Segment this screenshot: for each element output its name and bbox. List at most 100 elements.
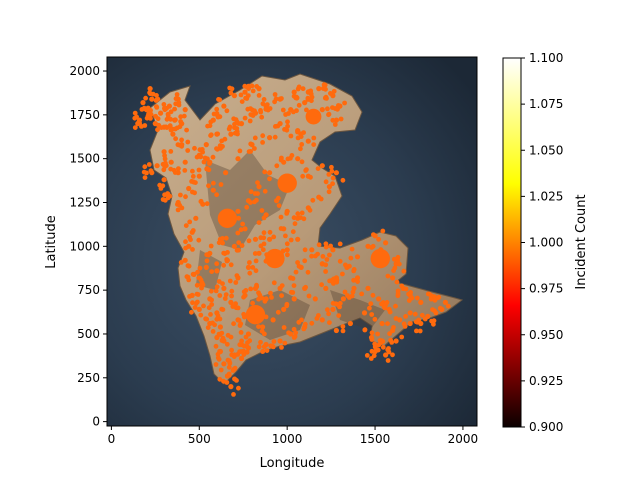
incident-point	[351, 277, 356, 283]
incident-point	[281, 325, 287, 330]
incident-point	[249, 83, 255, 89]
incident-point	[369, 312, 375, 317]
incident-point	[154, 93, 159, 98]
incident-point	[343, 262, 348, 268]
incident-point	[147, 86, 153, 92]
incident-point	[267, 236, 273, 242]
incident-point	[179, 137, 185, 143]
incident-point	[296, 263, 302, 269]
incident-point	[239, 338, 245, 344]
x-axis-ticks: 0 500 1000 1500 2000	[108, 426, 478, 446]
incident-point	[272, 92, 278, 97]
incident-point	[330, 306, 336, 312]
incident-point	[234, 126, 240, 131]
incident-point	[268, 343, 274, 349]
incident-point	[220, 335, 226, 341]
incident-point	[295, 236, 301, 242]
incident-point	[326, 172, 332, 177]
incident-point	[331, 88, 337, 94]
incident-point	[274, 163, 280, 169]
incident-point	[167, 193, 173, 199]
incident-point	[304, 167, 309, 173]
incident-point	[261, 235, 267, 241]
incident-point	[196, 306, 202, 312]
incident-point	[236, 317, 242, 323]
incident-point	[387, 331, 392, 337]
incident-point	[225, 250, 230, 255]
incident-point	[349, 246, 355, 252]
incident-point	[265, 107, 271, 113]
incident-point	[164, 116, 170, 122]
incident-point	[311, 142, 317, 148]
incident-point	[183, 239, 188, 245]
incident-cluster	[245, 305, 266, 325]
incident-point	[285, 119, 290, 125]
incident-point	[231, 392, 236, 397]
incident-point	[307, 207, 313, 213]
incident-point	[380, 228, 386, 234]
incident-point	[215, 131, 221, 137]
incident-point	[303, 284, 308, 290]
incident-point	[149, 96, 155, 102]
incident-point	[323, 244, 329, 250]
incident-point	[253, 268, 259, 274]
incident-point	[396, 261, 402, 267]
incident-point	[362, 327, 368, 333]
incident-point	[182, 257, 188, 263]
incident-point	[264, 102, 270, 107]
incident-point	[397, 317, 403, 323]
incident-point	[183, 223, 189, 229]
incident-point	[237, 148, 243, 154]
incident-point	[326, 311, 331, 317]
incident-point	[275, 195, 281, 201]
incident-point	[385, 321, 390, 326]
incident-point	[148, 116, 153, 121]
incident-point	[284, 241, 290, 247]
incident-point	[214, 316, 220, 322]
y-tick-label: 0	[92, 415, 100, 429]
incident-point	[248, 189, 254, 195]
incident-point	[273, 96, 279, 102]
incident-point	[229, 86, 235, 92]
incident-point	[242, 226, 248, 232]
incident-point	[295, 260, 300, 265]
incident-point	[204, 252, 210, 258]
incident-point	[158, 186, 164, 191]
incident-point	[185, 139, 191, 145]
incident-point	[340, 324, 346, 329]
incident-point	[222, 296, 228, 301]
incident-point	[284, 301, 290, 307]
colorbar-tick-label: 1.100	[529, 51, 563, 65]
incident-point	[203, 264, 209, 270]
incident-point	[210, 329, 216, 334]
incident-point	[349, 293, 355, 299]
incident-point	[217, 376, 223, 382]
colorbar-tick-label: 0.975	[529, 282, 563, 296]
incident-point	[221, 361, 227, 367]
incident-point	[256, 93, 262, 98]
incident-point	[247, 118, 253, 124]
incident-point	[270, 317, 276, 323]
incident-point	[309, 98, 314, 104]
y-axis-ticks: 0 250 500 750 1000 1250 1500 1750 2000	[69, 64, 107, 429]
incident-point	[217, 97, 223, 103]
y-tick-label: 750	[77, 283, 100, 297]
incident-point	[295, 211, 301, 217]
incident-point	[337, 241, 343, 247]
incident-point	[258, 339, 263, 345]
incident-point	[192, 145, 197, 151]
incident-point	[260, 247, 266, 253]
incident-point	[185, 148, 191, 153]
incident-point	[154, 105, 160, 110]
incident-point	[259, 208, 265, 213]
incident-point	[209, 269, 215, 274]
incident-point	[309, 320, 315, 326]
incident-point	[260, 349, 266, 354]
incident-point	[261, 215, 267, 221]
incident-point	[301, 326, 307, 332]
incident-point	[209, 297, 215, 303]
incident-point	[305, 95, 311, 101]
incident-point	[199, 280, 205, 286]
incident-point	[164, 125, 170, 130]
incident-point	[272, 134, 278, 140]
